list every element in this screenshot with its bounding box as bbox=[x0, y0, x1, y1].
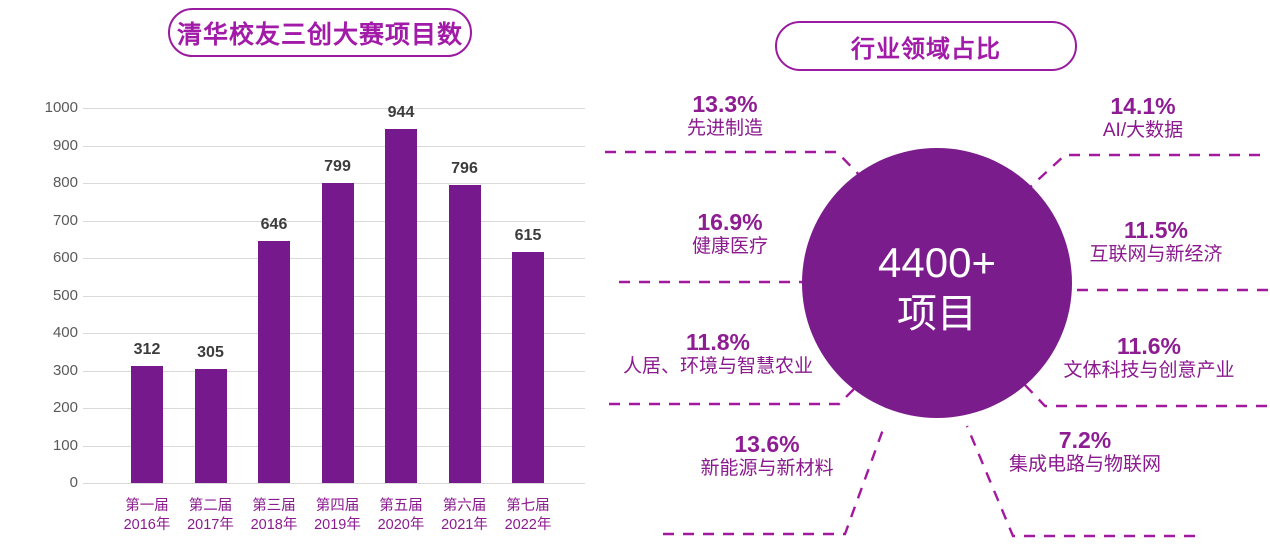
y-axis-tick-label: 0 bbox=[69, 474, 78, 491]
x-axis-label-line2: 2017年 bbox=[187, 516, 234, 533]
bar bbox=[512, 252, 544, 483]
x-axis-label-line2: 2020年 bbox=[377, 516, 425, 533]
bar-value-label: 312 bbox=[133, 341, 161, 358]
x-axis-label-line1: 第四届 bbox=[315, 498, 360, 514]
segment-label: 13.3% 先进制造 bbox=[605, 91, 845, 139]
x-axis-category-label: 第二届 2017年 bbox=[174, 497, 248, 534]
connector-line-new-energy-materials bbox=[663, 423, 887, 536]
bar bbox=[258, 240, 290, 483]
segment-name: 互联网与新经济 bbox=[1089, 243, 1223, 265]
x-axis-category-label: 第一届 2016年 bbox=[110, 497, 184, 534]
segment-name: 文体科技与创意产业 bbox=[1063, 359, 1235, 381]
x-axis-label-line2: 2021年 bbox=[441, 516, 488, 533]
industry-share-title: 行业领域占比 bbox=[775, 21, 1077, 71]
segment-percentage: 11.8% bbox=[686, 329, 750, 355]
x-axis-label-line2: 2016年 bbox=[123, 516, 171, 533]
y-axis-tick-label: 500 bbox=[52, 286, 78, 304]
segment-name: 人居、环境与智慧农业 bbox=[622, 355, 813, 377]
x-axis-category-label: 第四届 2019年 bbox=[301, 497, 375, 534]
gridline bbox=[83, 483, 585, 484]
segment-percentage: 11.6% bbox=[1117, 333, 1181, 359]
x-axis-category-label: 第三届 2018年 bbox=[237, 497, 311, 534]
y-axis-tick-label: 400 bbox=[52, 324, 78, 341]
segment-label: 14.1% AI/大数据 bbox=[1027, 93, 1259, 141]
x-axis-category-label: 第七届 2022年 bbox=[491, 497, 565, 534]
segment-percentage: 16.9% bbox=[697, 209, 763, 235]
hub-diagram-svg: 4400+ 项目 bbox=[605, 148, 1268, 538]
connector-line-ic-iot bbox=[965, 425, 1195, 538]
segment-name: 新能源与新材料 bbox=[700, 457, 834, 479]
bar bbox=[131, 366, 163, 483]
segment-label: 16.9% 健康医疗 bbox=[615, 209, 845, 257]
y-axis-tick-label: 600 bbox=[52, 249, 78, 266]
bar-value-label: 799 bbox=[324, 158, 351, 176]
y-axis-tick-label: 1000 bbox=[44, 99, 78, 116]
y-axis-tick-label: 100 bbox=[52, 436, 78, 454]
y-axis-tick-label: 800 bbox=[52, 174, 78, 191]
segment-label: 11.6% 文体科技与创意产业 bbox=[1025, 333, 1270, 381]
bar-value-label: 646 bbox=[260, 215, 288, 233]
x-axis-category-label: 第六届 2021年 bbox=[428, 497, 502, 534]
segment-percentage: 14.1% bbox=[1110, 93, 1176, 119]
segment-percentage: 13.3% bbox=[692, 91, 758, 117]
hub-center-number: 4400+ bbox=[878, 239, 996, 286]
segment-label: 11.5% 互联网与新经济 bbox=[1043, 217, 1269, 265]
bar bbox=[321, 183, 354, 483]
y-axis-tick-label: 900 bbox=[52, 136, 78, 154]
gridline bbox=[83, 145, 585, 147]
bar-chart-title: 清华校友三创大赛项目数 bbox=[168, 8, 472, 57]
segment-label: 7.2% 集成电路与物联网 bbox=[965, 427, 1205, 475]
segment-percentage: 7.2% bbox=[1058, 427, 1112, 453]
x-axis-label-line1: 第三届 bbox=[252, 498, 296, 514]
y-axis-tick-label: 300 bbox=[52, 361, 78, 379]
x-axis-label-line1: 第二届 bbox=[188, 498, 233, 514]
gridline bbox=[83, 108, 585, 109]
y-axis-tick-label: 200 bbox=[52, 399, 78, 416]
x-axis-label-line2: 2022年 bbox=[504, 516, 552, 533]
segment-percentage: 13.6% bbox=[734, 431, 800, 457]
y-axis-tick-label: 700 bbox=[52, 211, 78, 229]
bar bbox=[448, 184, 481, 483]
segment-name: 健康医疗 bbox=[691, 235, 768, 257]
segment-percentage: 11.5% bbox=[1124, 217, 1188, 243]
bar-value-label: 796 bbox=[451, 159, 478, 177]
x-axis-label-line1: 第五届 bbox=[379, 498, 423, 514]
connector-line-ai-bigdata bbox=[1002, 153, 1260, 213]
bar-value-label: 615 bbox=[514, 227, 542, 245]
x-axis-category-label: 第五届 2020年 bbox=[364, 497, 438, 534]
x-axis-label-line2: 2018年 bbox=[250, 516, 298, 533]
x-axis-label-line2: 2019年 bbox=[314, 516, 361, 533]
segment-label: 13.6% 新能源与新材料 bbox=[647, 431, 887, 479]
bar-chart-panel: 清华校友三创大赛项目数 1000 900 800 700 600 500 400 300 200… bbox=[0, 0, 600, 555]
segment-name: AI/大数据 bbox=[1102, 119, 1184, 141]
bar-value-label: 305 bbox=[197, 343, 224, 361]
segment-name: 先进制造 bbox=[686, 117, 763, 139]
x-axis-label-line1: 第七届 bbox=[506, 498, 550, 514]
hub-center-circle bbox=[802, 148, 1072, 418]
hub-center-unit: 项目 bbox=[897, 292, 977, 336]
x-axis-label-line1: 第一届 bbox=[125, 498, 169, 514]
industry-share-panel: 行业领域占比 4400+ 项目 13.3% 先进制造 16.9% 健康医疗 11.8% 人… bbox=[595, 0, 1270, 555]
segment-label: 11.8% 人居、环境与智慧农业 bbox=[587, 329, 849, 377]
bar bbox=[194, 368, 227, 483]
segment-name: 集成电路与物联网 bbox=[1008, 453, 1161, 475]
x-axis-label-line1: 第六届 bbox=[442, 498, 487, 514]
bar bbox=[385, 129, 417, 483]
bar-value-label: 944 bbox=[387, 104, 415, 121]
